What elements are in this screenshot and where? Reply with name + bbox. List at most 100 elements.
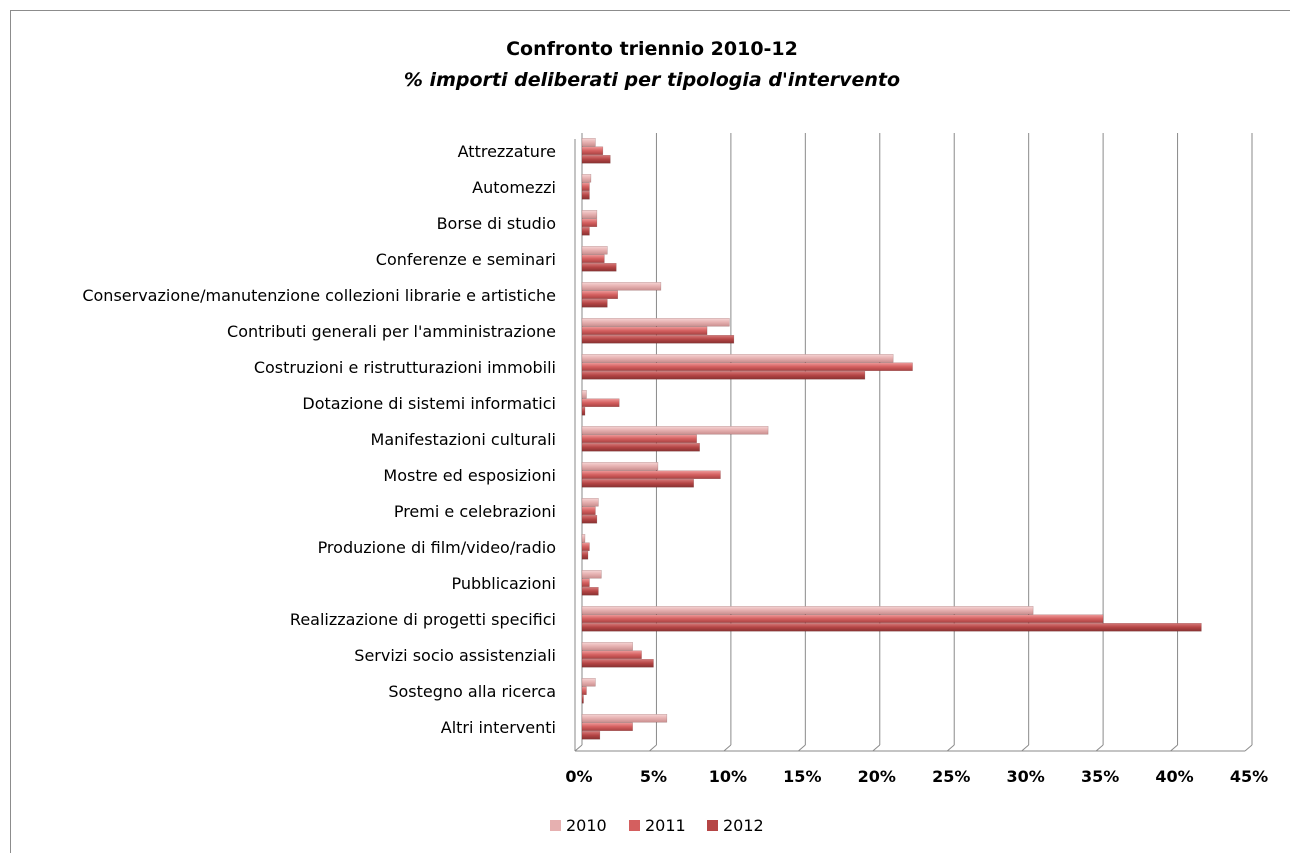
bar-2011 xyxy=(581,434,697,443)
gridline-depth xyxy=(723,744,732,752)
category-label: Contributi generali per l'amministrazion… xyxy=(227,322,556,341)
gridline-depth xyxy=(1244,744,1253,752)
bar-2010 xyxy=(581,390,587,399)
legend-swatch-2012 xyxy=(707,820,718,831)
bar-2012 xyxy=(581,407,586,416)
bar-2011 xyxy=(581,218,598,227)
category-label: Sostegno alla ricerca xyxy=(388,682,556,701)
bar-2011 xyxy=(581,470,721,479)
gridline-depth xyxy=(798,744,806,752)
bar-2011 xyxy=(581,398,620,407)
bar-2012 xyxy=(581,299,608,308)
category-labels: Attrezzature Automezzi Borse di studio Conf… xyxy=(82,142,556,737)
gridline-depth xyxy=(649,744,657,752)
category-label: Conservazione/manutenzione collezioni li… xyxy=(82,286,556,305)
x-tick-label: 35% xyxy=(1081,767,1119,786)
bar-2012 xyxy=(581,155,611,164)
bar-2010 xyxy=(581,282,662,291)
x-axis-tick-labels: 0% 5% 10% 15% 20% 25% 30% 35% 40% 45% xyxy=(565,767,1268,786)
category-label: Dotazione di sistemi informatici xyxy=(302,394,556,413)
gridline-depth xyxy=(1021,744,1029,752)
bar-2011 xyxy=(581,722,633,731)
bar-2012 xyxy=(581,371,866,380)
bar-2012 xyxy=(581,479,694,488)
category-label: Mostre ed esposizioni xyxy=(383,466,556,485)
bar-2010 xyxy=(581,534,586,543)
x-tick-label: 0% xyxy=(565,767,592,786)
legend-label: 2010 xyxy=(566,816,607,835)
gridline-depth xyxy=(872,744,881,752)
bar-2010 xyxy=(581,318,730,327)
category-label: Realizzazione di progetti specifici xyxy=(290,610,556,629)
chart-title: Confronto triennio 2010-12 xyxy=(506,38,798,60)
bar-2011 xyxy=(581,326,708,335)
bar-2012 xyxy=(581,695,584,704)
bar-2011 xyxy=(581,614,1104,623)
bar-2011 xyxy=(581,542,590,551)
bar-2012 xyxy=(581,227,590,236)
bar-2010 xyxy=(581,678,596,687)
bar-2010 xyxy=(581,714,668,723)
bar-2010 xyxy=(581,462,659,471)
category-label: Servizi socio assistenziali xyxy=(354,646,556,665)
bar-2012 xyxy=(581,551,589,560)
gridline-depth xyxy=(1170,744,1178,752)
category-label: Borse di studio xyxy=(437,214,556,233)
bar-2011 xyxy=(581,146,604,155)
bar-2011 xyxy=(581,362,913,371)
legend-swatch-2011 xyxy=(629,820,640,831)
bar-2011 xyxy=(581,650,642,659)
bar-2010 xyxy=(581,426,769,435)
bar-2010 xyxy=(581,642,633,651)
bar-2011 xyxy=(581,182,590,191)
legend-label: 2012 xyxy=(723,816,764,835)
category-label: Premi e celebrazioni xyxy=(394,502,556,521)
legend-label: 2011 xyxy=(645,816,686,835)
x-tick-label: 30% xyxy=(1007,767,1045,786)
bar-2010 xyxy=(581,606,1034,615)
bar-2010 xyxy=(581,498,599,507)
category-label: Attrezzature xyxy=(458,142,556,161)
bar-2012 xyxy=(581,335,735,344)
chart-subtitle: % importi deliberati per tipologia d'int… xyxy=(404,69,900,91)
legend-swatch-2010 xyxy=(550,820,561,831)
category-label: Produzione di film/video/radio xyxy=(318,538,556,557)
bar-2010 xyxy=(581,246,608,255)
category-label: Altri interventi xyxy=(441,718,556,737)
x-tick-label: 45% xyxy=(1230,767,1268,786)
bar-2012 xyxy=(581,623,1202,632)
bar-2010 xyxy=(581,354,894,363)
category-label: Costruzioni e ristrutturazioni immobili xyxy=(254,358,556,377)
bar-2012 xyxy=(581,443,700,452)
bar-2010 xyxy=(581,174,592,183)
bar-2012 xyxy=(581,731,601,740)
x-tick-label: 10% xyxy=(709,767,747,786)
x-tick-label: 5% xyxy=(640,767,667,786)
x-tick-label: 20% xyxy=(858,767,896,786)
category-label: Manifestazioni culturali xyxy=(371,430,556,449)
gridline-depth xyxy=(1095,744,1104,752)
bar-2011 xyxy=(581,254,605,263)
category-label: Automezzi xyxy=(472,178,556,197)
bar-2012 xyxy=(581,191,590,200)
bar-2012 xyxy=(581,659,654,668)
gridline-depth xyxy=(574,744,583,752)
x-tick-label: 15% xyxy=(783,767,821,786)
gridline-depth xyxy=(946,744,955,752)
bar-2010 xyxy=(581,570,602,579)
bar-2012 xyxy=(581,263,617,272)
bars xyxy=(581,138,1202,740)
bar-2012 xyxy=(581,587,599,596)
bar-2011 xyxy=(581,290,618,299)
legend: 2010 2011 2012 xyxy=(550,816,764,835)
bar-2010 xyxy=(581,138,596,147)
category-label: Conferenze e seminari xyxy=(376,250,556,269)
x-tick-label: 40% xyxy=(1155,767,1193,786)
bar-2010 xyxy=(581,210,598,219)
category-label: Pubblicazioni xyxy=(451,574,556,593)
bar-2011 xyxy=(581,506,596,515)
x-tick-label: 25% xyxy=(932,767,970,786)
bar-2011 xyxy=(581,578,590,587)
bar-2011 xyxy=(581,686,587,695)
